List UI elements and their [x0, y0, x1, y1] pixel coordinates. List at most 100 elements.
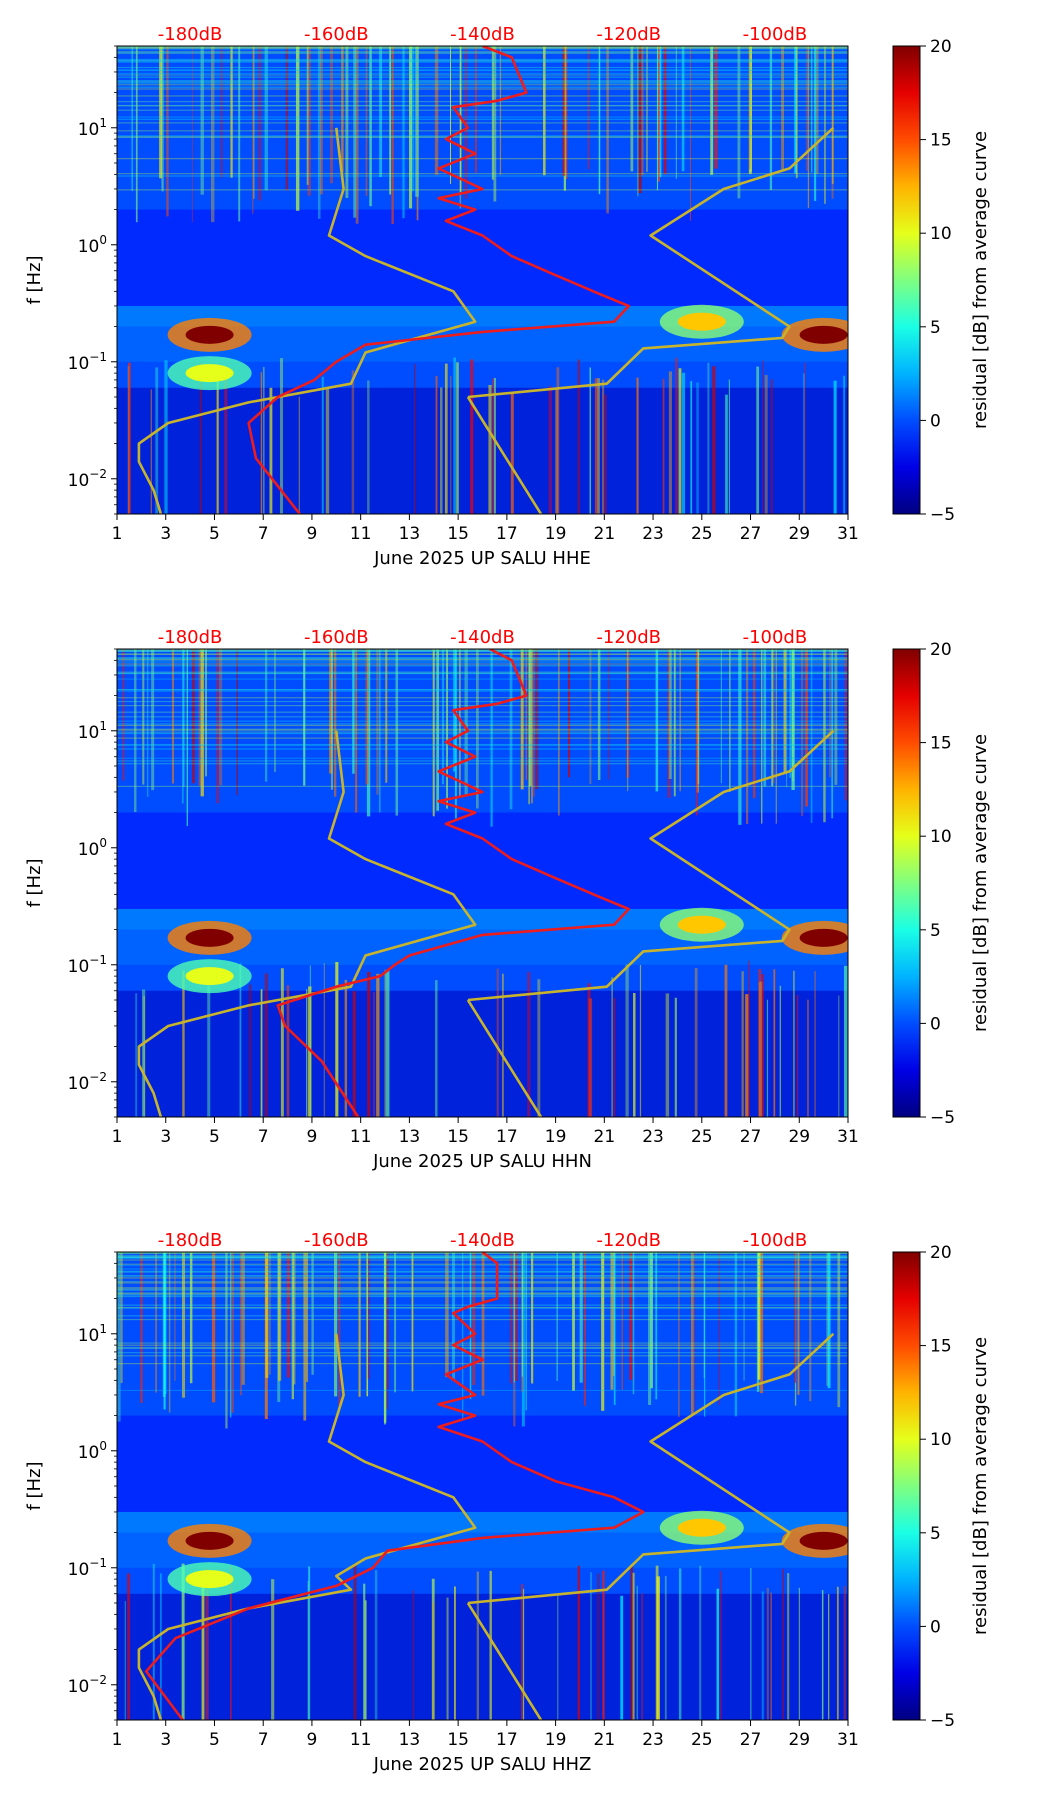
- spectral-line: [117, 1282, 848, 1284]
- spectral-streak: [205, 1568, 209, 1720]
- spectral-streak: [274, 649, 276, 773]
- x-tick-label: 23: [642, 1127, 664, 1147]
- spectral-streak: [513, 1252, 515, 1383]
- spectral-streak: [650, 1252, 653, 1389]
- spectral-line: [117, 1389, 848, 1392]
- spectral-streak: [192, 649, 195, 784]
- spectral-streak: [509, 649, 513, 810]
- spectral-streak: [527, 972, 531, 1117]
- spectral-line: [117, 47, 848, 49]
- x-tick-label: 3: [160, 524, 171, 544]
- spectral-streak: [236, 649, 238, 796]
- spectral-line: [117, 76, 848, 78]
- spectral-streak: [520, 1584, 524, 1720]
- x-tick-label: 7: [258, 524, 269, 544]
- spectral-streak: [678, 368, 682, 514]
- spectral-streak: [373, 991, 375, 1117]
- colorbar-label: residual [dB] from average curve: [970, 131, 991, 429]
- spectral-streak: [639, 964, 642, 1117]
- spectral-line: [117, 711, 848, 713]
- spectral-line: [117, 1292, 848, 1294]
- spectral-streak: [514, 1252, 518, 1381]
- x-tick-label: 1: [112, 1127, 123, 1147]
- spectral-streak: [531, 649, 533, 804]
- spectral-streak: [807, 46, 810, 209]
- spectral-streak: [135, 46, 138, 223]
- spectral-line: [117, 657, 848, 659]
- x-tick-label: 1: [112, 524, 123, 544]
- spectral-streak: [436, 649, 440, 811]
- spectral-streak: [216, 381, 219, 514]
- spectral-line: [117, 649, 848, 652]
- spectral-streak: [295, 46, 300, 211]
- spectral-line: [117, 52, 848, 54]
- spectral-streak: [621, 1252, 623, 1391]
- spectral-streak: [510, 392, 514, 514]
- x-tick-label: 3: [160, 1730, 171, 1750]
- x-tick-label: 19: [545, 524, 567, 544]
- y-tick-label: 101: [78, 116, 107, 140]
- spectral-streak: [838, 995, 840, 1117]
- spectral-line: [117, 672, 848, 674]
- spectral-line: [117, 737, 848, 739]
- spectral-streak: [741, 971, 744, 1117]
- spectral-streak: [171, 649, 175, 784]
- spectral-streak: [224, 374, 228, 514]
- spectral-streak: [520, 649, 524, 790]
- x-tick-label: 9: [307, 1127, 318, 1147]
- spectral-streak: [141, 989, 146, 1117]
- spectral-line: [117, 671, 848, 673]
- spectral-streak: [675, 46, 678, 179]
- spectral-streak: [325, 386, 330, 514]
- x-tick-label: 5: [209, 524, 220, 544]
- spectral-streak: [258, 46, 262, 201]
- spectral-streak: [814, 46, 817, 201]
- y-axis-label: f [Hz]: [24, 858, 45, 907]
- top-axis-db-label: -160dB: [304, 1230, 369, 1251]
- spectral-streak: [352, 649, 355, 774]
- spectral-line: [117, 100, 848, 103]
- spectral-line: [117, 678, 848, 680]
- colorbar-tick-label: 0: [930, 411, 941, 431]
- residual-hotspot: [185, 1531, 234, 1550]
- spectral-streak: [620, 1595, 624, 1720]
- spectral-streak: [152, 1563, 155, 1720]
- x-tick-label: 23: [642, 1730, 664, 1750]
- spectral-streak: [710, 46, 714, 175]
- spectral-line: [117, 663, 848, 665]
- spectral-streak: [444, 363, 448, 514]
- spectral-streak: [664, 1575, 667, 1720]
- spectral-streak: [745, 994, 749, 1117]
- spectral-streak: [365, 649, 369, 785]
- colorbar-tick-label: 20: [930, 37, 952, 57]
- spectral-streak: [265, 1252, 269, 1379]
- spectral-streak: [303, 1252, 307, 1421]
- spectral-streak: [783, 649, 787, 773]
- spectral-streak: [725, 394, 728, 514]
- spectral-streak: [537, 979, 541, 1117]
- y-tick-label: 10−1: [68, 1556, 107, 1580]
- spectral-streak: [810, 46, 813, 173]
- spectral-streak: [663, 46, 667, 175]
- top-axis-db-label: -140dB: [450, 627, 515, 648]
- spectral-streak: [298, 396, 300, 514]
- top-axis-db-label: -100dB: [743, 1230, 808, 1251]
- spectral-line: [117, 58, 848, 61]
- spectral-streak: [689, 46, 692, 221]
- spectral-streak: [271, 1579, 275, 1720]
- spectral-line: [117, 1293, 848, 1295]
- spectral-streak: [603, 394, 607, 514]
- spectral-streak: [476, 1571, 479, 1720]
- spectral-streak: [558, 649, 560, 816]
- spectral-line: [117, 118, 848, 120]
- spectral-streak: [291, 1252, 294, 1400]
- spectral-streak: [395, 649, 399, 816]
- spectral-streak: [446, 649, 448, 809]
- spectral-streak: [529, 649, 532, 787]
- spectral-line: [117, 1307, 848, 1309]
- spectral-streak: [151, 649, 155, 791]
- spectral-line: [117, 1363, 848, 1365]
- spectral-line: [117, 95, 848, 97]
- spectral-streak: [543, 46, 546, 176]
- spectral-streak: [703, 1252, 706, 1417]
